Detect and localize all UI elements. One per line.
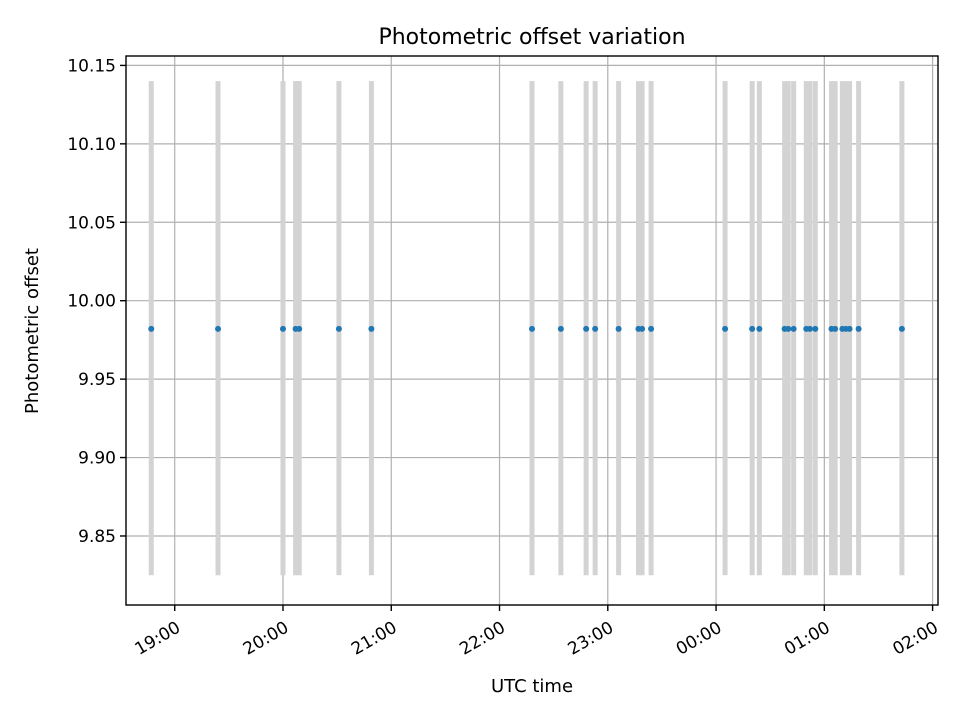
y-tick-label: 10.10 — [67, 135, 116, 155]
data-point — [785, 325, 792, 332]
data-point — [279, 325, 286, 332]
x-tick-label: 01:00 — [781, 618, 833, 660]
data-points — [148, 325, 905, 332]
data-point — [335, 325, 342, 332]
data-point — [639, 325, 646, 332]
data-point — [756, 325, 763, 332]
y-tick-label: 10.00 — [67, 292, 116, 312]
y-tick-label: 9.95 — [78, 370, 116, 390]
data-point — [790, 325, 797, 332]
data-point — [529, 325, 535, 332]
x-tick-label: 19:00 — [132, 618, 184, 660]
data-point — [722, 325, 729, 332]
data-point — [898, 325, 905, 332]
y-tick-label: 10.15 — [67, 56, 116, 76]
y-tick-label: 9.90 — [78, 449, 116, 469]
y-axis-label: Photometric offset — [22, 248, 43, 414]
x-tick-label: 20:00 — [240, 618, 292, 660]
x-tick-label: 21:00 — [348, 618, 400, 660]
y-tick-label: 10.05 — [67, 213, 116, 233]
data-point — [368, 325, 375, 332]
data-point — [583, 325, 590, 332]
data-point — [148, 325, 155, 332]
x-axis-label: UTC time — [491, 676, 573, 697]
plot-frame — [125, 55, 939, 606]
x-tick-label: 23:00 — [565, 618, 617, 660]
data-point — [215, 325, 222, 332]
data-point — [806, 325, 813, 332]
data-point — [749, 325, 756, 332]
x-tick-label: 00:00 — [673, 618, 725, 660]
y-axis: 9.85 9.90 9.95 10.00 10.05 10.10 10.15 — [67, 56, 126, 547]
data-point — [855, 325, 862, 332]
x-axis: 19:00 20:00 21:00 22:00 23:00 00:00 01:00 02:00 — [132, 605, 942, 660]
data-point — [812, 325, 819, 332]
data-point — [846, 325, 853, 332]
y-tick-label: 9.85 — [78, 527, 116, 547]
data-point — [557, 325, 564, 332]
data-point — [832, 325, 839, 332]
chart-title: Photometric offset variation — [378, 25, 685, 50]
data-point — [296, 325, 303, 332]
data-point — [648, 325, 655, 332]
x-tick-label: 02:00 — [889, 618, 941, 660]
data-point — [592, 325, 599, 332]
data-point — [615, 325, 622, 332]
x-tick-label: 22:00 — [456, 618, 508, 660]
